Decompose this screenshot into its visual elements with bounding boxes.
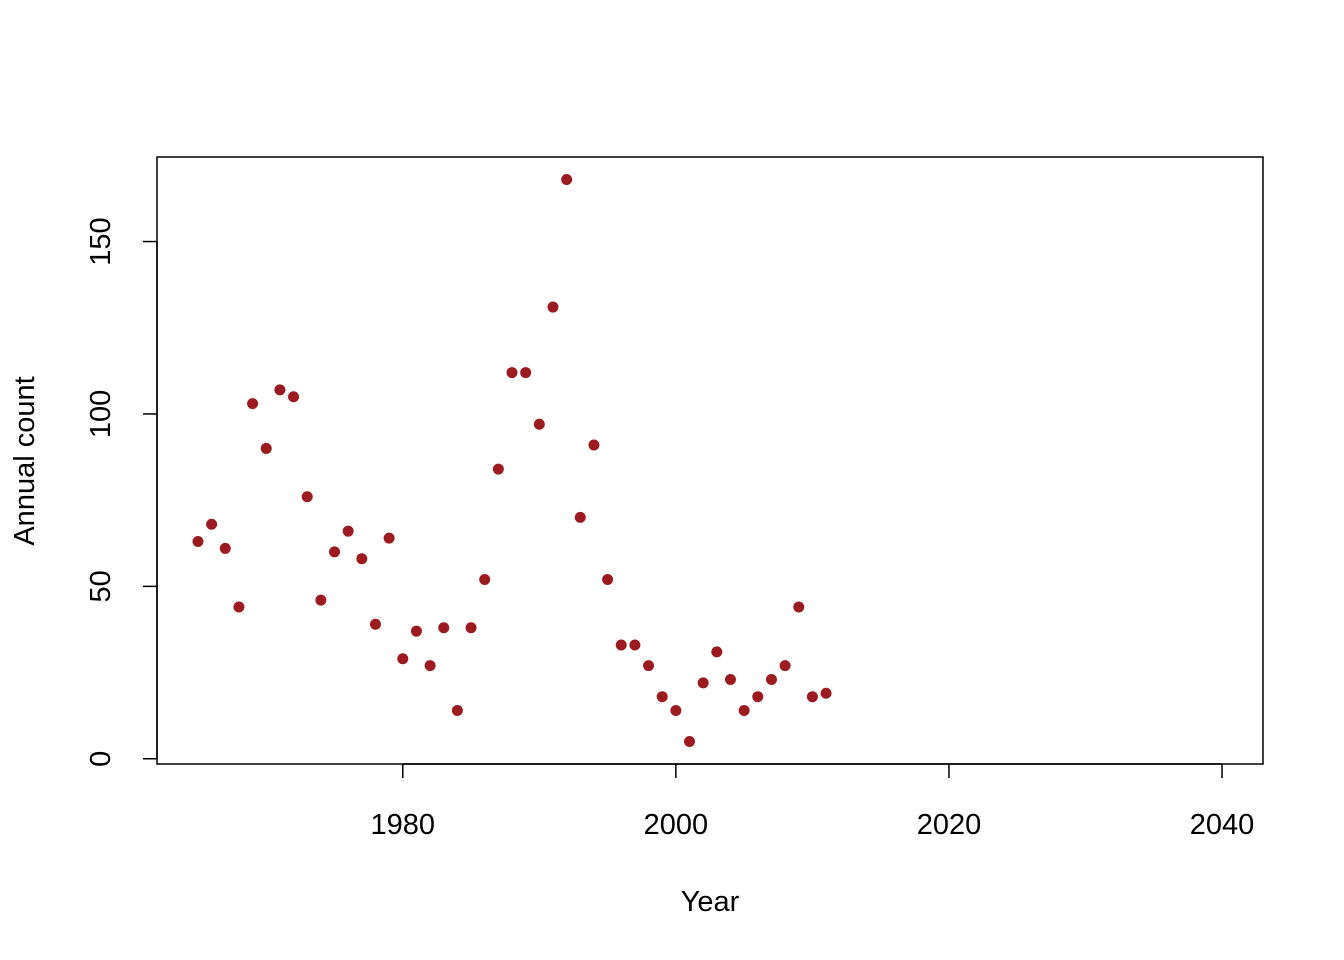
data-point <box>574 511 586 523</box>
data-point <box>506 367 518 379</box>
x-tick-label: 1980 <box>371 809 436 841</box>
data-point <box>492 463 504 475</box>
y-tick-label: 0 <box>85 751 117 767</box>
x-axis-label: Year <box>681 886 740 918</box>
y-tick-label: 150 <box>85 217 117 265</box>
data-point <box>643 660 655 672</box>
data-point <box>479 573 491 585</box>
data-point <box>615 639 627 651</box>
data-point <box>219 542 231 554</box>
data-point <box>329 546 341 558</box>
data-point <box>383 532 395 544</box>
data-point <box>288 391 300 403</box>
plot-box <box>156 156 1264 765</box>
data-point <box>656 691 668 703</box>
data-point <box>451 704 463 716</box>
data-point <box>356 553 368 565</box>
data-point <box>629 639 641 651</box>
data-point <box>588 439 600 451</box>
data-point <box>820 687 832 699</box>
y-tick-label: 50 <box>85 570 117 602</box>
data-point <box>410 625 422 637</box>
data-point <box>369 618 381 630</box>
data-point <box>779 660 791 672</box>
data-point <box>561 173 573 185</box>
data-point <box>301 491 313 503</box>
data-point <box>684 736 696 748</box>
data-point <box>424 660 436 672</box>
y-axis: 0 50 100 150 <box>85 217 158 767</box>
data-point <box>738 704 750 716</box>
data-point <box>274 384 286 396</box>
data-point <box>711 646 723 658</box>
data-point <box>520 367 532 379</box>
data-point <box>765 673 777 685</box>
data-point <box>397 653 409 665</box>
x-tick-label: 2000 <box>644 809 709 841</box>
data-point <box>438 622 450 634</box>
data-point <box>547 301 559 313</box>
data-point <box>247 398 259 410</box>
data-point <box>752 691 764 703</box>
data-point <box>206 518 218 530</box>
x-tick-label: 2020 <box>917 809 982 841</box>
data-point <box>806 691 818 703</box>
y-axis-label: Annual count <box>9 376 41 545</box>
data-point <box>260 442 272 454</box>
x-axis: 1980 2000 2020 2040 <box>371 763 1255 841</box>
data-point <box>342 525 354 537</box>
x-tick-label: 2040 <box>1190 809 1255 841</box>
data-point <box>533 418 545 430</box>
data-point <box>192 536 204 548</box>
data-point <box>793 601 805 613</box>
data-point <box>233 601 245 613</box>
data-point <box>697 677 709 689</box>
data-point <box>724 673 736 685</box>
data-point <box>315 594 327 606</box>
data-points <box>192 173 832 748</box>
data-point <box>670 704 682 716</box>
data-point <box>602 573 614 585</box>
y-tick-label: 100 <box>85 390 117 438</box>
data-point <box>465 622 477 634</box>
